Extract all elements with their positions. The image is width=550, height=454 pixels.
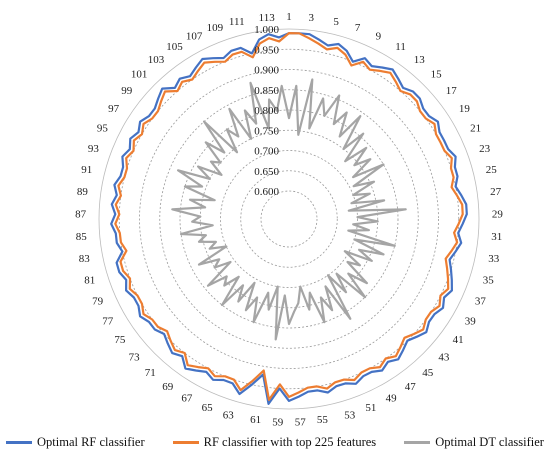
r-tick-label: 0.900 — [254, 65, 279, 77]
spoke-label: 51 — [365, 402, 376, 414]
spoke-label: 17 — [446, 85, 458, 97]
r-tick-label: 0.850 — [254, 85, 279, 97]
spoke-label: 45 — [422, 367, 434, 379]
spoke-label: 67 — [181, 393, 193, 405]
r-tick-label: 0.800 — [254, 105, 279, 117]
spoke-label: 113 — [259, 12, 276, 24]
spoke-label: 29 — [492, 208, 504, 220]
spoke-label: 33 — [488, 253, 500, 265]
r-tick-label: 0.600 — [254, 186, 279, 198]
spoke-label: 109 — [207, 22, 224, 34]
spoke-label: 1 — [286, 11, 292, 23]
r-tick-label: 0.650 — [254, 166, 279, 178]
grid-ring — [260, 190, 318, 248]
spoke-label: 19 — [459, 103, 471, 115]
series-line-1 — [114, 31, 464, 401]
spoke-label: 39 — [465, 316, 477, 328]
spoke-label: 57 — [295, 417, 307, 429]
spoke-label: 37 — [475, 296, 487, 308]
spoke-label: 43 — [438, 352, 450, 364]
spoke-label: 73 — [129, 352, 141, 364]
spoke-label: 47 — [405, 381, 417, 393]
spoke-label: 111 — [229, 16, 245, 28]
r-tick-label: 1.000 — [254, 24, 279, 36]
legend-swatch-optimal-dt — [404, 440, 431, 444]
spoke-label: 63 — [223, 409, 235, 421]
spoke-label: 65 — [202, 402, 214, 414]
spoke-label: 89 — [77, 186, 89, 198]
legend-label-optimal-rf: Optimal RF classifier — [37, 434, 145, 449]
spoke-label: 71 — [145, 367, 156, 379]
grid-ring — [118, 48, 460, 390]
spoke-label: 101 — [131, 69, 148, 81]
spoke-label: 31 — [491, 231, 502, 243]
spoke-label: 93 — [88, 143, 100, 155]
spoke-label: 21 — [470, 122, 481, 134]
legend-swatch-optimal-rf — [6, 440, 32, 444]
series-line-2 — [171, 78, 407, 341]
legend: Optimal RF classifier RF classifier with… — [0, 432, 550, 452]
spoke-label: 61 — [250, 414, 261, 426]
spoke-label: 3 — [309, 12, 315, 24]
spoke-label: 97 — [108, 103, 120, 115]
spoke-label: 7 — [355, 22, 361, 34]
legend-label-optimal-dt: Optimal DT classifier — [435, 434, 544, 449]
spoke-label: 59 — [272, 417, 284, 429]
grid-ring — [139, 69, 439, 369]
grid-ring — [98, 28, 480, 410]
spoke-label: 75 — [114, 334, 126, 346]
spoke-label: 105 — [166, 41, 183, 53]
spoke-label: 79 — [92, 296, 104, 308]
spoke-label: 91 — [81, 164, 92, 176]
spoke-label: 49 — [386, 393, 398, 405]
spoke-label: 11 — [395, 41, 406, 53]
spoke-label: 107 — [186, 30, 203, 42]
r-tick-label: 0.700 — [254, 146, 279, 158]
radar-chart: 0.600 0.650 0.700 0.750 0.800 0.850 0.900 0.950… — [75, 11, 504, 429]
grid-ring — [240, 170, 338, 268]
spoke-label: 99 — [121, 85, 133, 97]
grid-ring — [179, 109, 399, 329]
spoke-label: 77 — [102, 316, 114, 328]
spoke-label: 55 — [317, 414, 329, 426]
legend-item-rf-top225: RF classifier with top 225 features — [172, 434, 377, 450]
r-tick-label: 0.950 — [254, 44, 279, 56]
series-line-0 — [110, 31, 468, 405]
grid-ring — [199, 129, 379, 309]
spoke-label: 87 — [75, 208, 87, 220]
legend-swatch-rf-top225 — [172, 440, 199, 444]
spoke-label: 9 — [376, 30, 382, 42]
spoke-label: 41 — [453, 334, 464, 346]
spoke-label: 25 — [486, 164, 498, 176]
spoke-label: 85 — [76, 231, 88, 243]
spoke-label: 23 — [479, 143, 491, 155]
spoke-label: 95 — [97, 122, 109, 134]
legend-item-optimal-rf: Optimal RF classifier — [6, 435, 145, 450]
r-tick-label: 0.750 — [254, 125, 279, 137]
spoke-label: 13 — [414, 54, 426, 66]
legend-label-rf-top225: RF classifier with top 225 features — [203, 434, 377, 449]
spoke-label: 27 — [490, 186, 502, 198]
grid-ring — [220, 150, 358, 288]
grid-ring — [159, 89, 419, 349]
spoke-label: 15 — [431, 69, 443, 81]
spoke-label: 69 — [162, 381, 174, 393]
spoke-label: 83 — [79, 253, 91, 265]
spoke-label: 81 — [84, 275, 95, 287]
spoke-label: 5 — [333, 16, 339, 28]
legend-item-optimal-dt: Optimal DT classifier — [404, 435, 544, 450]
spoke-label: 103 — [148, 54, 165, 66]
spoke-label: 53 — [344, 409, 356, 421]
spoke-label: 35 — [483, 275, 495, 287]
